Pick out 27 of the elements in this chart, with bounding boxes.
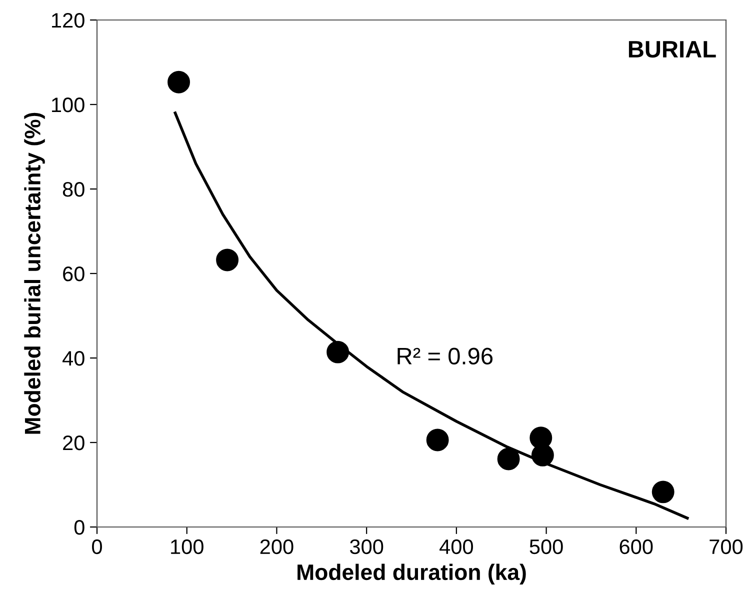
x-tick-label: 0 (92, 539, 102, 554)
x-axis-title: Modeled duration (ka) (298, 564, 526, 584)
point (426, 428, 449, 452)
y-tick-label: 40 (62, 351, 84, 366)
y-axis-title: Modeled burial uncertainty (%) (24, 112, 45, 434)
y-tick-label: 120 (52, 13, 84, 28)
line-series (174, 112, 689, 520)
point (216, 248, 239, 272)
x-tick-label: 600 (620, 539, 653, 554)
x-tick-label: 100 (171, 539, 204, 554)
annotation: R² = 0.96 (398, 348, 493, 365)
y-tick-label: 20 (63, 436, 84, 450)
point (497, 448, 520, 470)
x-tick-label: 400 (440, 539, 473, 554)
point (652, 480, 674, 504)
point (326, 340, 350, 364)
point (531, 444, 554, 466)
point (168, 70, 190, 94)
x-tick-label: 200 (260, 539, 294, 554)
x-tick-label: 500 (530, 539, 563, 554)
y-tick-label: 100 (52, 98, 84, 112)
y-tick-label: 0 (74, 520, 84, 535)
x-tick-label: 700 (710, 539, 743, 554)
y-tick-label: 60 (63, 266, 84, 282)
y-tick-label: 80 (62, 182, 84, 197)
x-tick-label: 300 (350, 539, 384, 554)
annotation: BURIAL (628, 41, 716, 58)
